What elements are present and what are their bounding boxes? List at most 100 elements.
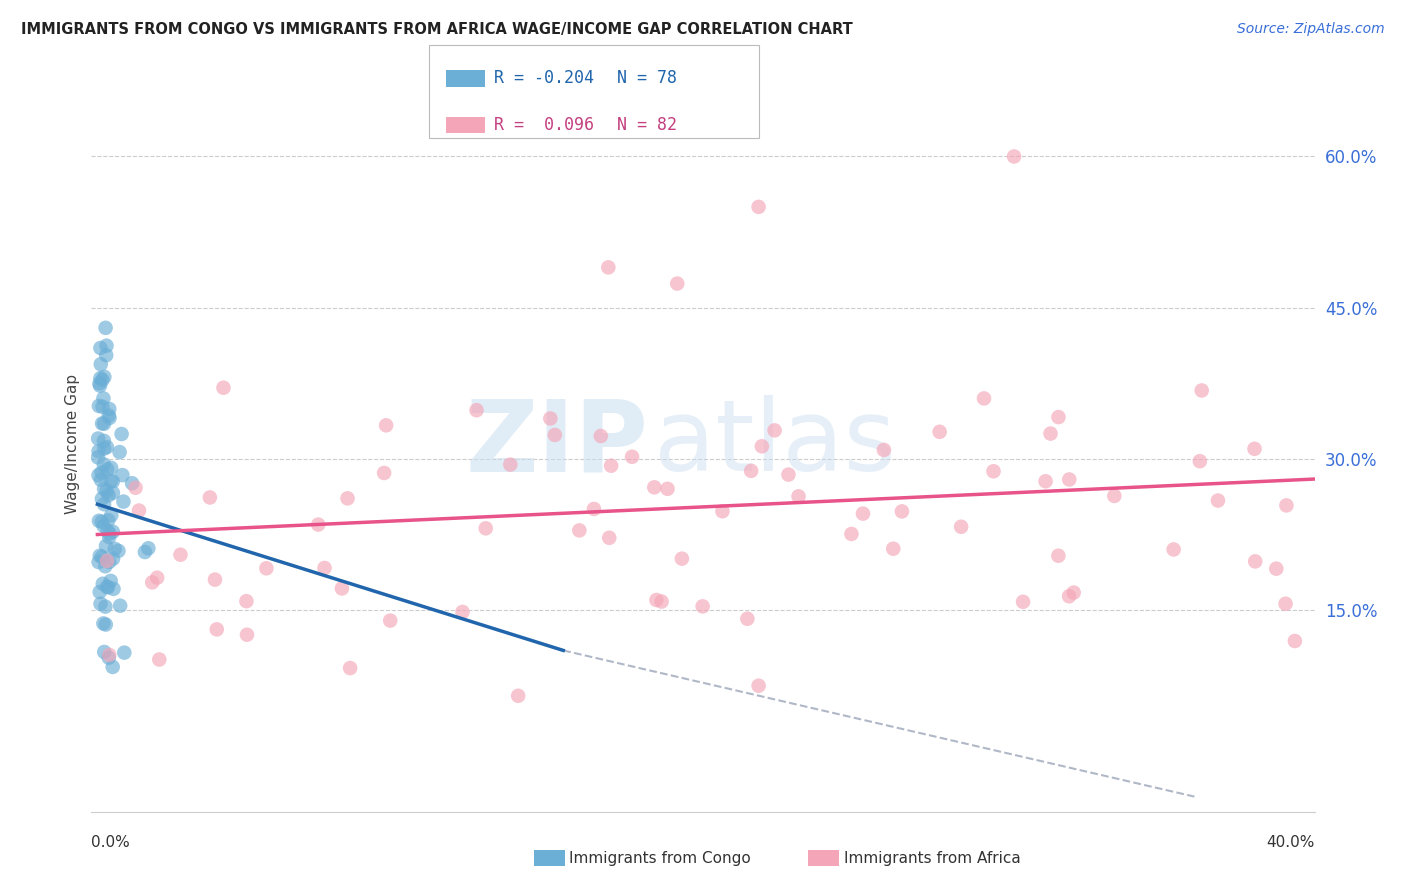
Point xyxy=(748,200,770,214)
Point xyxy=(1002,149,1025,163)
Point xyxy=(91,417,114,431)
Point xyxy=(100,508,122,523)
Point xyxy=(100,574,122,588)
Point xyxy=(101,524,124,539)
Point xyxy=(973,392,995,406)
Point xyxy=(97,513,120,527)
Point xyxy=(89,549,111,563)
Point xyxy=(212,381,235,395)
Point xyxy=(93,645,115,659)
Point xyxy=(141,575,163,590)
Point xyxy=(1059,473,1081,487)
Point xyxy=(1057,589,1080,603)
Point xyxy=(107,544,129,558)
Text: N = 82: N = 82 xyxy=(617,116,678,134)
Point xyxy=(600,458,623,473)
Point xyxy=(852,507,875,521)
Point xyxy=(93,370,115,384)
Point xyxy=(124,481,146,495)
Point xyxy=(508,689,530,703)
Point xyxy=(97,650,120,665)
Point xyxy=(1188,454,1211,468)
Point xyxy=(90,491,112,506)
Point xyxy=(330,582,353,596)
Point xyxy=(1275,499,1298,513)
Point xyxy=(1244,554,1267,568)
Point xyxy=(873,442,896,457)
Point xyxy=(134,545,156,559)
Point xyxy=(380,614,402,628)
Point xyxy=(373,466,395,480)
Point xyxy=(1206,493,1229,508)
Point xyxy=(751,439,773,453)
Point xyxy=(950,520,973,534)
Text: IMMIGRANTS FROM CONGO VS IMMIGRANTS FROM AFRICA WAGE/INCOME GAP CORRELATION CHAR: IMMIGRANTS FROM CONGO VS IMMIGRANTS FROM… xyxy=(21,22,853,37)
Point xyxy=(544,428,567,442)
Point xyxy=(169,548,191,562)
Point xyxy=(91,373,114,387)
Point xyxy=(841,527,863,541)
Point xyxy=(91,576,114,591)
Text: Immigrants from Congo: Immigrants from Congo xyxy=(569,851,751,865)
Point xyxy=(90,357,112,371)
Text: N = 78: N = 78 xyxy=(617,70,678,87)
Point xyxy=(108,445,131,459)
Point xyxy=(121,476,143,491)
Point xyxy=(89,585,111,599)
Text: R = -0.204: R = -0.204 xyxy=(494,70,593,87)
Point xyxy=(91,549,114,564)
Point xyxy=(96,462,118,476)
Point xyxy=(882,541,904,556)
Point xyxy=(928,425,950,439)
Point xyxy=(94,539,117,553)
Point xyxy=(451,605,474,619)
Point xyxy=(1243,442,1265,456)
Y-axis label: Wage/Income Gap: Wage/Income Gap xyxy=(65,374,80,514)
Point xyxy=(1284,634,1306,648)
Point xyxy=(103,582,125,596)
Point xyxy=(740,464,762,478)
Point xyxy=(582,502,605,516)
Point xyxy=(94,617,117,632)
Point xyxy=(128,503,150,517)
Point xyxy=(90,466,112,480)
Point xyxy=(96,554,118,568)
Point xyxy=(205,623,228,637)
Point xyxy=(98,401,121,416)
Point xyxy=(1274,597,1296,611)
Point xyxy=(96,348,118,362)
Text: Immigrants from Africa: Immigrants from Africa xyxy=(844,851,1021,865)
Point xyxy=(96,580,118,594)
Point xyxy=(1191,384,1213,398)
Point xyxy=(778,467,800,482)
Point xyxy=(339,661,361,675)
Point xyxy=(465,403,488,417)
Point xyxy=(1047,549,1070,563)
Point xyxy=(101,551,124,566)
Point xyxy=(499,458,522,472)
Point xyxy=(93,482,115,496)
Point xyxy=(97,580,120,594)
Point xyxy=(1104,489,1126,503)
Point xyxy=(643,480,665,494)
Point xyxy=(375,418,398,433)
Point xyxy=(90,515,112,529)
Point xyxy=(101,485,124,500)
Point xyxy=(93,417,115,431)
Point xyxy=(657,482,679,496)
Point xyxy=(96,484,118,499)
Point xyxy=(89,376,111,391)
Point xyxy=(87,468,110,483)
Point xyxy=(87,450,110,465)
Point xyxy=(254,561,277,575)
Point xyxy=(100,474,122,488)
Point xyxy=(336,491,359,506)
Point xyxy=(96,339,118,353)
Point xyxy=(645,593,668,607)
Point xyxy=(98,648,121,662)
Point xyxy=(108,599,131,613)
Point xyxy=(94,559,117,574)
Point xyxy=(307,517,329,532)
Point xyxy=(87,432,110,446)
Point xyxy=(598,260,620,275)
